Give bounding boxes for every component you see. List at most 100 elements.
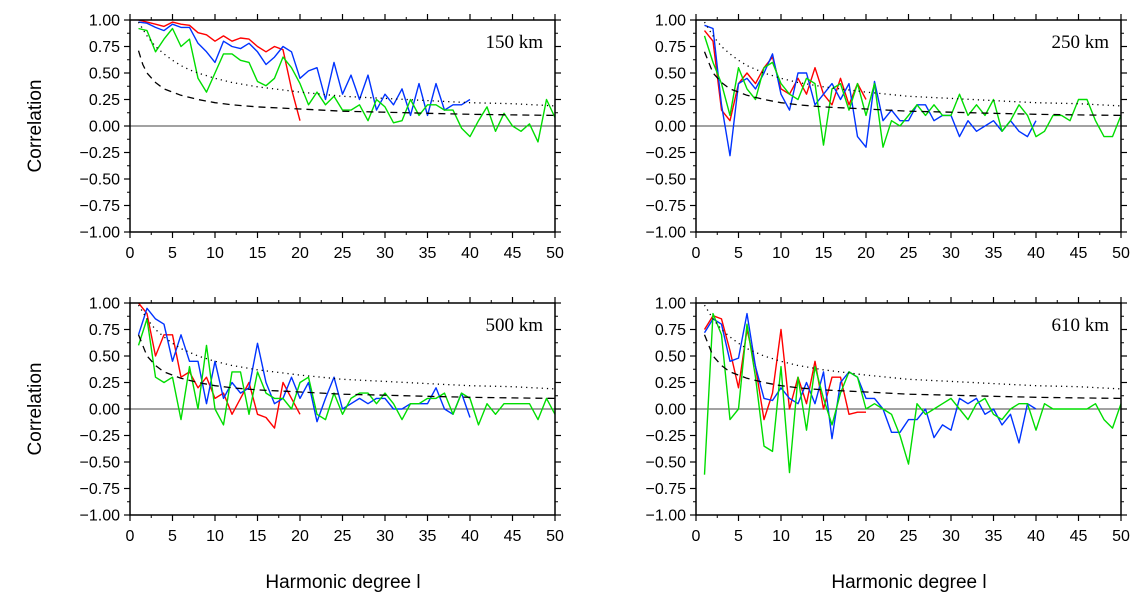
y-tick-label: 0.00 [89, 402, 120, 419]
x-tick-label: 45 [504, 528, 522, 545]
y-tick-label: −1.00 [646, 225, 687, 242]
x-tick-label: 15 [815, 528, 833, 545]
x-tick-label: 50 [546, 245, 564, 262]
x-tick-label: 5 [168, 528, 177, 545]
series-line-5 [703, 304, 1122, 390]
x-tick-label: 30 [942, 245, 960, 262]
series-line-3 [137, 318, 556, 426]
y-tick-label: 0.50 [89, 349, 120, 366]
x-tick-label: 20 [291, 528, 309, 545]
panel-title: 500 km [485, 315, 543, 336]
x-tick-label: 30 [942, 528, 960, 545]
y-tick-label: 0.50 [655, 349, 686, 366]
x-tick-label: 45 [1070, 528, 1088, 545]
series-line-1 [703, 30, 867, 122]
series-line-4 [137, 334, 556, 400]
y-tick-label: −0.25 [80, 428, 121, 445]
chart-panel-3: 1.00 0.75 0.50 0.25 0.00 −0.25 −0.50 −0.75 −1.00… [80, 296, 564, 546]
panel-title: 250 km [1051, 32, 1109, 53]
chart-panel-1: 1.00 0.75 0.50 0.25 0.00 −0.25 −0.50 −0.75 −1.00… [80, 13, 564, 263]
x-tick-label: 15 [815, 245, 833, 262]
y-tick-label: 0.25 [655, 92, 686, 109]
x-tick-label: 15 [249, 245, 267, 262]
x-tick-label: 40 [1027, 528, 1045, 545]
series-line-2 [138, 21, 471, 117]
series-line-1 [137, 302, 301, 429]
x-tick-label: 50 [546, 528, 564, 545]
x-tick-label: 25 [334, 528, 352, 545]
y-axis-title-bottom: Correlation [25, 363, 46, 456]
y-tick-label: 0.75 [89, 322, 120, 339]
series-line-5 [703, 21, 1122, 107]
y-tick-label: −0.50 [80, 172, 121, 189]
x-tick-label: 10 [772, 528, 790, 545]
x-tick-label: 35 [419, 528, 437, 545]
series-line-3 [138, 27, 556, 143]
series-line-3 [703, 35, 1122, 148]
x-tick-label: 30 [376, 245, 394, 262]
x-tick-label: 35 [985, 245, 1003, 262]
y-tick-label: 0.25 [655, 375, 686, 392]
y-tick-label: −0.25 [646, 145, 687, 162]
y-tick-label: −0.75 [80, 198, 121, 215]
series-line-3 [703, 312, 1122, 475]
x-tick-label: 40 [461, 245, 479, 262]
x-tick-label: 20 [291, 245, 309, 262]
y-tick-label: 0.25 [89, 92, 120, 109]
y-tick-label: −0.75 [646, 198, 687, 215]
x-tick-label: 25 [334, 245, 352, 262]
chart-panel-4: 1.00 0.75 0.50 0.25 0.00 −0.25 −0.50 −0.75 −1.00… [646, 296, 1130, 546]
x-tick-label: 45 [1070, 245, 1088, 262]
series-line-1 [138, 19, 301, 121]
series-line-4 [703, 334, 1122, 400]
x-tick-label: 0 [692, 528, 701, 545]
x-tick-label: 15 [249, 528, 267, 545]
x-tick-label: 0 [692, 245, 701, 262]
y-tick-label: −1.00 [80, 508, 121, 525]
series-line-2 [703, 312, 1037, 444]
y-tick-label: 0.50 [89, 66, 120, 83]
panel-title: 610 km [1051, 315, 1109, 336]
y-tick-label: 0.00 [655, 402, 686, 419]
y-tick-label: 0.00 [655, 119, 686, 136]
x-tick-label: 25 [900, 528, 918, 545]
x-tick-label: 5 [168, 245, 177, 262]
panel-title: 150 km [485, 32, 543, 53]
x-tick-label: 25 [900, 245, 918, 262]
x-tick-label: 0 [126, 245, 135, 262]
x-tick-label: 10 [206, 528, 224, 545]
series-line-4 [137, 50, 556, 117]
y-tick-label: 1.00 [89, 13, 120, 30]
y-tick-label: −1.00 [80, 225, 121, 242]
y-tick-label: 0.75 [89, 39, 120, 56]
x-tick-label: 35 [419, 245, 437, 262]
chart-panels: 1.00 0.75 0.50 0.25 0.00 −0.25 −0.50 −0.75 −1.00… [80, 13, 1130, 546]
y-tick-label: −0.50 [80, 455, 121, 472]
y-tick-label: −1.00 [646, 508, 687, 525]
y-tick-label: −0.25 [80, 145, 121, 162]
series-line-1 [703, 315, 866, 421]
x-tick-label: 35 [985, 528, 1003, 545]
y-tick-label: 1.00 [655, 296, 686, 313]
y-tick-label: −0.50 [646, 172, 687, 189]
x-tick-label: 5 [734, 245, 743, 262]
y-tick-label: 0.75 [655, 322, 686, 339]
y-tick-label: 0.00 [89, 119, 120, 136]
x-tick-label: 40 [461, 528, 479, 545]
x-tick-label: 45 [504, 245, 522, 262]
x-axis-title-left: Harmonic degree l [265, 572, 420, 593]
y-tick-label: −0.75 [646, 481, 687, 498]
x-axis-title-right: Harmonic degree l [831, 572, 986, 593]
series-line-5 [137, 304, 556, 390]
series-line-2 [137, 307, 471, 423]
y-tick-label: −0.75 [80, 481, 121, 498]
y-tick-label: 0.75 [655, 39, 686, 56]
series-line-2 [704, 24, 1037, 157]
x-tick-label: 50 [1112, 245, 1130, 262]
y-tick-label: −0.50 [646, 455, 687, 472]
y-tick-label: 1.00 [89, 296, 120, 313]
y-tick-label: 1.00 [655, 13, 686, 30]
x-tick-label: 40 [1027, 245, 1045, 262]
x-tick-label: 30 [376, 528, 394, 545]
series-line-4 [703, 51, 1122, 117]
